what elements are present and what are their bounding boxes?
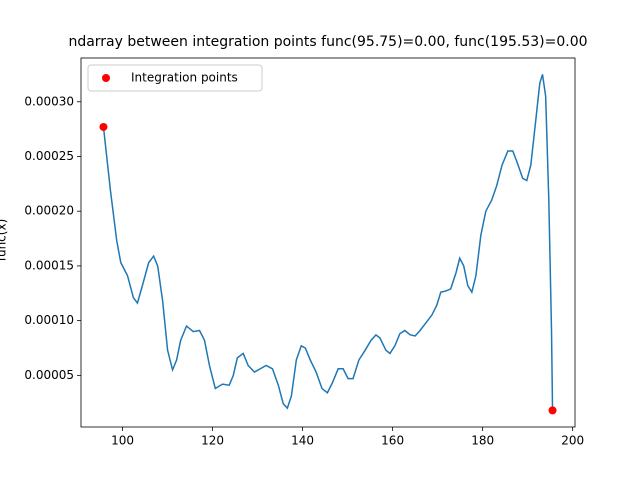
x-tick-label: 180 xyxy=(471,434,494,448)
y-tick-label: 0.00015 xyxy=(24,258,74,272)
y-tick-label: 0.00025 xyxy=(24,149,74,163)
data-point xyxy=(548,406,557,415)
y-tick-label: 0.00020 xyxy=(24,204,74,218)
legend-label: Integration points xyxy=(131,71,238,85)
data-line xyxy=(102,74,554,411)
x-tick-label: 160 xyxy=(381,434,404,448)
x-tick-label: 200 xyxy=(561,434,584,448)
y-tick-label: 0.00005 xyxy=(24,368,74,382)
data-point xyxy=(99,122,108,131)
x-tick-label: 140 xyxy=(291,434,314,448)
legend-box xyxy=(87,64,263,92)
y-tick-label: 0.00010 xyxy=(24,313,74,327)
legend-marker xyxy=(102,74,110,82)
chart-title: ndarray between integration points func(… xyxy=(68,34,587,50)
y-axis-label: func(x) xyxy=(0,219,9,262)
x-tick-label: 100 xyxy=(111,434,134,448)
plot-frame xyxy=(80,57,576,428)
x-tick-label: 120 xyxy=(201,434,224,448)
y-tick-label: 0.00030 xyxy=(24,94,74,108)
